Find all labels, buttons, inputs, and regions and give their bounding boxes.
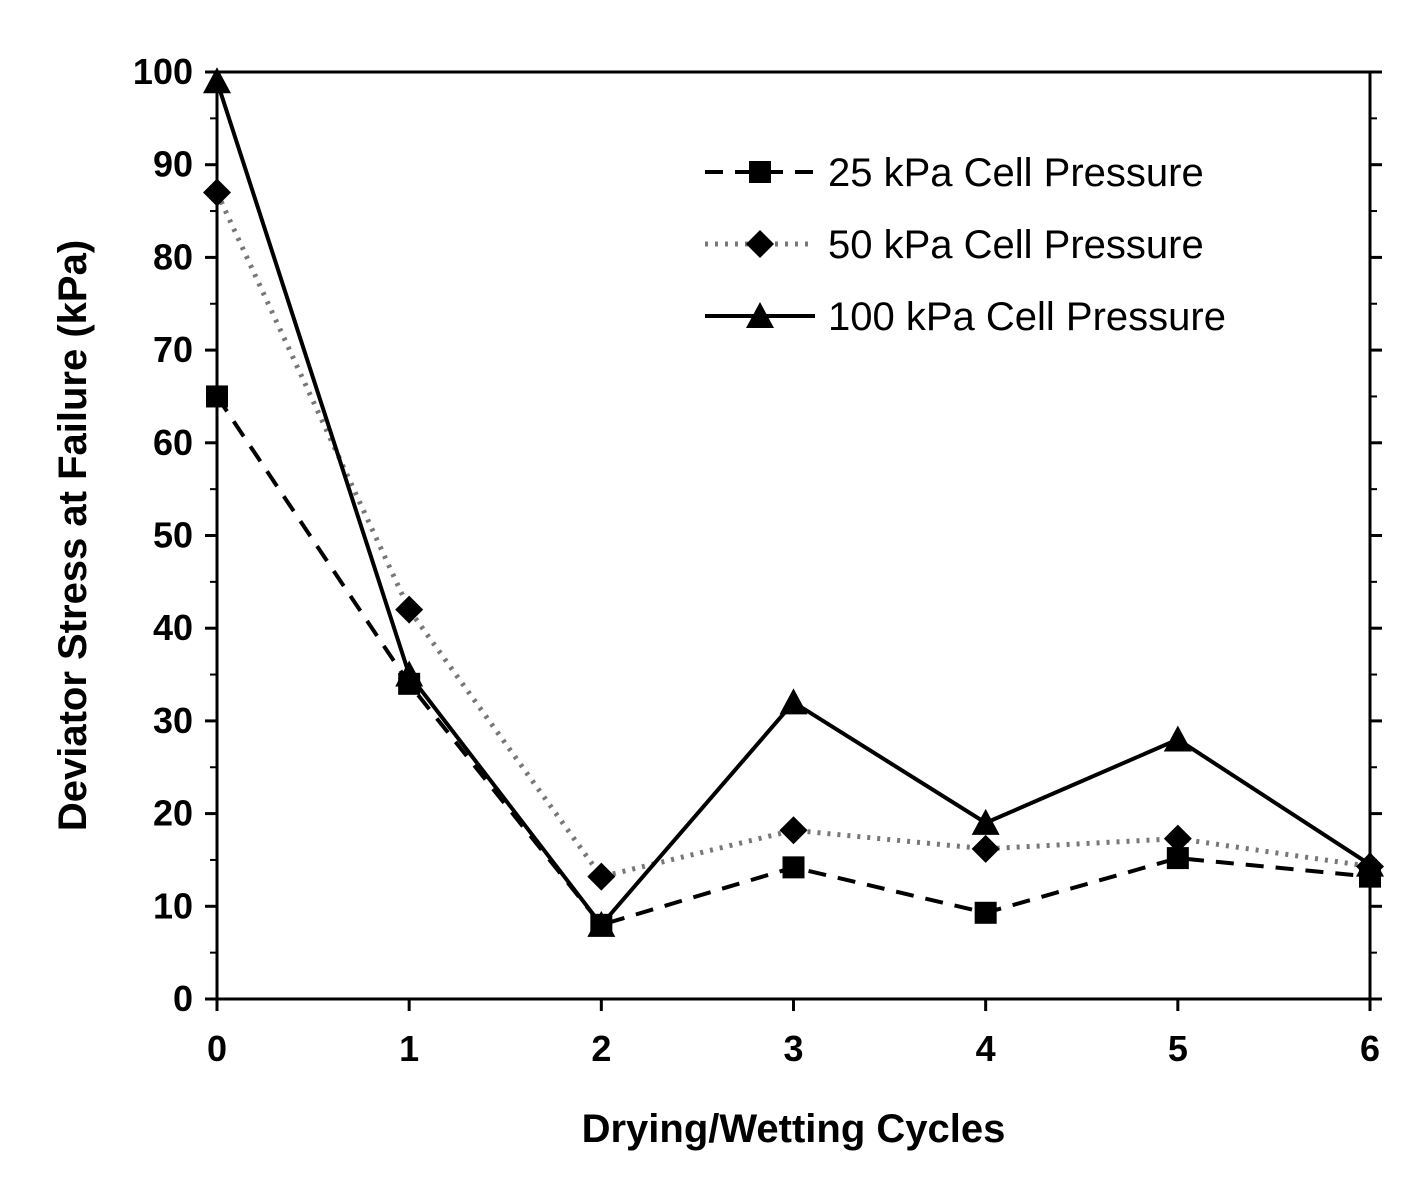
x-tick-label: 3 <box>783 1028 803 1069</box>
y-tick-label: 10 <box>153 885 193 926</box>
marker-diamond <box>587 862 616 891</box>
marker-triangle <box>587 910 616 937</box>
marker-diamond <box>203 178 231 207</box>
marker-triangle <box>746 302 774 328</box>
marker-triangle <box>971 808 1000 835</box>
axis-labels: Drying/Wetting Cycles Deviator Stress at… <box>51 240 1005 1151</box>
marker-diamond <box>746 230 774 258</box>
marker-triangle <box>1356 850 1384 877</box>
x-tick-label: 5 <box>1168 1028 1188 1069</box>
legend-entry-0: 25 kPa Cell Pressure <box>705 151 1204 195</box>
y-tick-label: 90 <box>153 144 193 185</box>
marker-diamond <box>395 595 424 624</box>
marker-square <box>206 385 228 408</box>
y-tick-label: 50 <box>153 515 193 556</box>
marker-square <box>782 856 805 879</box>
axes: 0 10 20 30 40 50 60 70 80 90 100 0 1 2 3 4 5 6 <box>133 51 1382 1069</box>
marker-diamond <box>779 816 808 845</box>
y-tick-label: 100 <box>133 51 193 92</box>
series-2 <box>203 67 1384 937</box>
y-tick-label: 30 <box>153 700 193 741</box>
marker-diamond <box>971 834 1000 863</box>
x-tick-label: 6 <box>1360 1028 1380 1069</box>
legend-label: 100 kPa Cell Pressure <box>828 295 1226 339</box>
y-tick-label: 40 <box>153 607 193 648</box>
legend: 25 kPa Cell Pressure 50 kPa Cell Pressure… <box>705 151 1226 339</box>
marker-square <box>749 161 771 183</box>
y-tick-label: 0 <box>173 978 193 1019</box>
series-line <box>215 80 1372 929</box>
legend-entry-1: 50 kPa Cell Pressure <box>705 223 1204 267</box>
x-tick-label: 1 <box>399 1028 419 1069</box>
series-1 <box>203 178 1384 891</box>
x-axis-title: Drying/Wetting Cycles <box>582 1107 1006 1151</box>
legend-label: 25 kPa Cell Pressure <box>828 151 1204 195</box>
series-0 <box>206 385 1381 936</box>
x-tick-label: 0 <box>207 1028 227 1069</box>
y-tick-label: 60 <box>153 422 193 463</box>
x-tick-label: 4 <box>976 1028 996 1069</box>
series-line <box>215 395 1371 928</box>
legend-label: 50 kPa Cell Pressure <box>828 223 1204 267</box>
marker-diamond <box>1163 824 1192 853</box>
y-tick-label: 80 <box>153 236 193 277</box>
marker-triangle <box>779 688 808 715</box>
marker-square <box>1166 847 1189 870</box>
marker-triangle <box>203 67 231 94</box>
y-tick-label: 70 <box>153 329 193 370</box>
x-tick-label: 2 <box>591 1028 611 1069</box>
marker-square <box>974 901 997 924</box>
marker-triangle <box>1163 725 1192 752</box>
legend-entry-2: 100 kPa Cell Pressure <box>705 295 1226 339</box>
marker-triangle <box>395 660 424 687</box>
y-axis-title: Deviator Stress at Failure (kPa) <box>51 240 95 831</box>
y-tick-label: 20 <box>153 793 193 834</box>
series-layer <box>203 67 1384 937</box>
